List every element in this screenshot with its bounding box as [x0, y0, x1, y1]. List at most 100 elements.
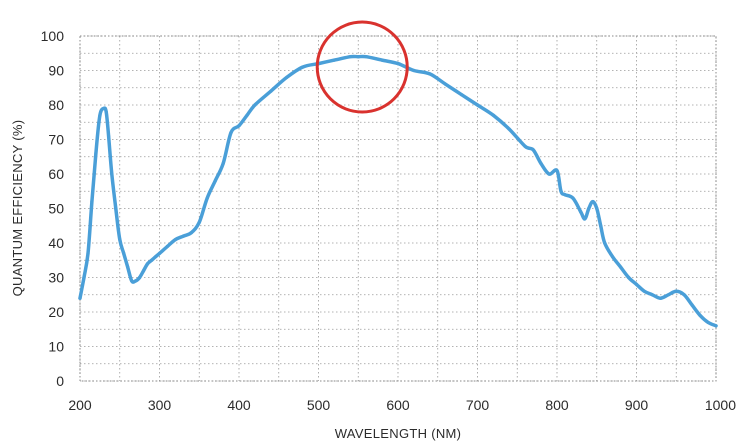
qe-data-point — [507, 127, 511, 131]
qe-data-point — [650, 293, 655, 297]
qe-data-point — [658, 296, 663, 300]
x-tick-label: 300 — [148, 397, 172, 413]
qe-data-point — [146, 262, 150, 266]
qe-data-point — [475, 103, 480, 107]
qe-data-point — [173, 238, 177, 242]
y-tick-label: 10 — [48, 339, 64, 355]
qe-data-point — [221, 162, 225, 166]
qe-data-point — [253, 103, 257, 107]
qe-data-point — [642, 289, 647, 293]
x-tick-label: 700 — [466, 397, 490, 413]
qe-data-point — [126, 265, 130, 269]
qe-data-point — [110, 172, 114, 176]
x-tick-label: 400 — [227, 397, 251, 413]
y-tick-label: 70 — [48, 132, 64, 148]
y-tick-label: 0 — [56, 373, 64, 389]
qe-data-point — [666, 293, 670, 297]
x-tick-label: 600 — [386, 397, 410, 413]
qe-data-point — [706, 320, 710, 324]
qe-data-point — [356, 55, 360, 59]
qe-data-point — [583, 217, 587, 221]
qe-data-point — [587, 206, 591, 211]
qe-data-point — [690, 303, 694, 307]
qe-data-point — [539, 162, 543, 166]
qe-data-point — [118, 238, 122, 242]
qe-data-point — [412, 68, 416, 73]
qe-data-point — [130, 279, 134, 283]
qe-data-point — [364, 55, 368, 59]
qe-data-point — [611, 255, 615, 259]
qe-data-point — [627, 275, 631, 280]
x-tick-label: 800 — [545, 397, 569, 413]
qe-data-point — [86, 251, 90, 255]
qe-data-point — [595, 206, 599, 211]
qe-data-point — [599, 224, 603, 228]
qe-data-point — [197, 220, 201, 224]
qe-data-point — [205, 196, 209, 200]
y-tick-labels: 0 10 20 30 40 50 60 70 80 90 100 — [41, 28, 65, 389]
qe-data-point — [138, 275, 142, 280]
qe-data-point — [444, 82, 448, 86]
x-tick-label: 1000 — [705, 397, 736, 413]
qe-data-point — [380, 58, 384, 62]
qe-data-point — [428, 72, 432, 76]
qe-curve-points — [78, 55, 718, 328]
y-tick-label: 90 — [48, 63, 64, 79]
qe-data-point — [153, 255, 158, 259]
qe-data-point — [181, 234, 185, 238]
qe-data-point — [114, 206, 118, 211]
qe-data-point — [603, 241, 607, 245]
qe-data-point — [531, 148, 535, 152]
qe-data-point — [269, 89, 273, 93]
qe-data-point — [189, 231, 193, 235]
qe-data-point — [213, 179, 217, 183]
plot-frame — [79, 35, 717, 382]
qe-data-point — [142, 269, 146, 273]
x-tick-label: 500 — [307, 397, 331, 413]
qe-data-point — [134, 279, 138, 283]
qe-data-point — [674, 289, 678, 293]
qe-data-point — [491, 113, 495, 117]
qe-data-point — [714, 324, 718, 328]
y-tick-label: 60 — [48, 166, 64, 182]
qe-data-point — [102, 106, 106, 110]
qe-data-point — [591, 200, 595, 204]
x-tick-label: 200 — [68, 397, 92, 413]
qe-data-point — [107, 134, 111, 138]
qe-data-point — [98, 113, 102, 117]
qe-data-point — [547, 172, 551, 176]
qe-data-point — [579, 210, 583, 214]
qe-data-point — [571, 196, 575, 200]
peak-highlight-circle — [315, 20, 409, 114]
y-tick-label: 50 — [48, 201, 64, 217]
y-tick-label: 80 — [48, 97, 64, 113]
qe-data-point — [229, 131, 233, 135]
x-tick-label: 900 — [625, 397, 649, 413]
qe-data-point — [245, 113, 249, 117]
x-tick-labels: 200 300 400 500 600 700 800 900 1000 — [68, 397, 736, 413]
qe-data-point — [82, 275, 86, 280]
y-tick-label: 30 — [48, 270, 64, 286]
qe-data-point — [94, 151, 98, 155]
y-tick-label: 20 — [48, 304, 64, 320]
y-axis-label: QUANTUM EFFICIENCY (%) — [10, 120, 25, 297]
gridlines — [79, 35, 717, 382]
qe-data-point — [301, 65, 305, 69]
qe-data-point — [90, 200, 94, 204]
qe-data-point — [682, 293, 686, 297]
qe-data-point — [332, 58, 336, 62]
qe-data-point — [698, 313, 702, 317]
y-tick-label: 40 — [48, 235, 64, 251]
y-tick-label: 100 — [41, 28, 65, 44]
qe-data-point — [460, 93, 464, 97]
qe-data-point — [563, 193, 567, 197]
qe-data-point — [559, 189, 563, 193]
x-axis-label: WAVELENGTH (NM) — [335, 426, 462, 441]
qe-data-point — [78, 296, 82, 300]
qe-data-point — [237, 124, 241, 128]
qe-data-point — [122, 251, 126, 255]
qe-data-point — [523, 144, 527, 148]
qe-data-point — [104, 110, 108, 114]
qe-data-point — [619, 265, 623, 269]
